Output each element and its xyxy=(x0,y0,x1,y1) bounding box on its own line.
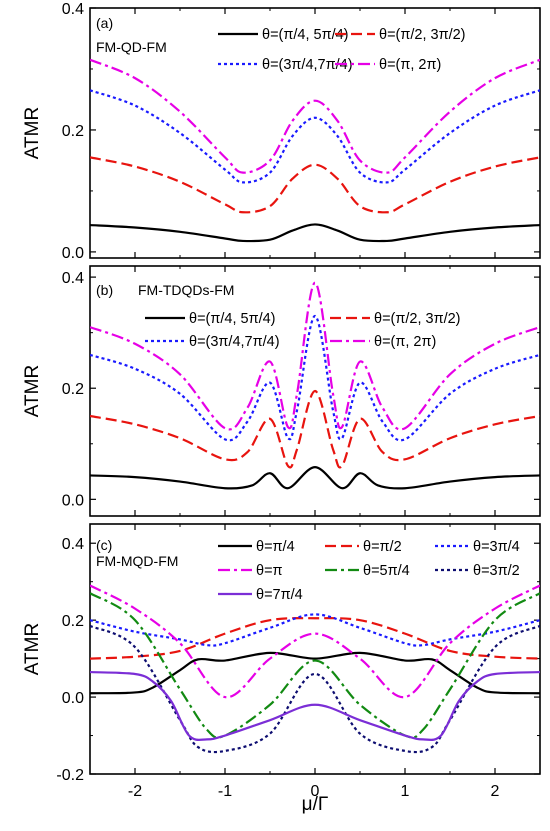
legend-entry: θ=(π, 2π) xyxy=(374,334,436,350)
series-line-3 xyxy=(90,58,540,174)
series-line-1 xyxy=(90,389,540,469)
y-tick-label: 0.0 xyxy=(62,245,84,262)
system-label: FM-MQD-FM xyxy=(96,553,178,569)
panel-label: (a) xyxy=(96,15,113,31)
system-label: FM-QD-FM xyxy=(96,39,167,55)
y-axis-title: ATMR xyxy=(22,623,43,675)
system-label: FM-TDQDs-FM xyxy=(138,282,234,298)
series-line-3 xyxy=(90,281,540,431)
legend-entry: θ=π xyxy=(256,563,283,579)
legend-entry: θ=(π/2, 3π/2) xyxy=(374,311,461,327)
legend-entry: θ=π/4 xyxy=(256,539,295,555)
legend: θ=π/4 θ=π/2 θ=3π/4 θ=π θ=5π/4 θ=3π/2 θ=7π/4 xyxy=(218,539,520,603)
panel-label: (c) xyxy=(96,537,112,553)
series-group xyxy=(90,58,540,243)
series-line-3 xyxy=(90,584,540,699)
y-tick-label: -0.2 xyxy=(56,767,84,784)
series-line-0 xyxy=(90,223,540,243)
x-tick-label: 1 xyxy=(401,783,410,800)
x-tick-label: 0 xyxy=(311,783,320,800)
y-tick-label: 0.2 xyxy=(62,123,84,140)
y-tick-label: 0.4 xyxy=(62,1,84,18)
y-tick-label: 0.2 xyxy=(62,381,84,398)
series-line-0 xyxy=(90,466,540,490)
y-axis-title: ATMR xyxy=(22,107,43,159)
series-line-2 xyxy=(90,314,540,442)
legend-entry: θ=(3π/4,7π/4) xyxy=(189,334,280,350)
legend-entry: θ=5π/4 xyxy=(363,563,410,579)
y-tick-label: 0.2 xyxy=(62,613,84,630)
y-tick-label: 0.4 xyxy=(62,536,84,553)
series-group xyxy=(90,584,540,754)
series-line-1 xyxy=(90,156,540,214)
legend-entry: θ=(3π/4,7π/4) xyxy=(262,57,353,73)
series-group xyxy=(90,281,540,490)
series-line-2 xyxy=(90,613,540,647)
legend-entry: θ=7π/4 xyxy=(256,587,303,603)
legend-entry: θ=3π/2 xyxy=(473,563,520,579)
x-tick-label: 2 xyxy=(491,783,500,800)
series-line-2 xyxy=(90,89,540,184)
x-axis-title: μ/Γ xyxy=(302,794,329,815)
legend-entry: θ=(π/4, 5π/4) xyxy=(189,311,276,327)
series-line-4 xyxy=(90,592,540,739)
legend-entry: θ=π/2 xyxy=(363,539,402,555)
legend-entry: θ=3π/4 xyxy=(473,539,520,555)
legend: θ=(π/4, 5π/4) θ=(π/2, 3π/2) θ=(3π/4,7π/4) θ… xyxy=(218,27,466,73)
y-tick-label: 0.0 xyxy=(62,492,84,509)
legend-entry: θ=(π/2, 3π/2) xyxy=(379,27,466,43)
legend: θ=(π/4, 5π/4) θ=(π/2, 3π/2) θ=(3π/4,7π/4) θ… xyxy=(145,311,461,350)
legend-entry: θ=(π/4, 5π/4) xyxy=(262,27,349,43)
series-line-1 xyxy=(90,617,540,660)
series-line-6 xyxy=(90,670,540,741)
x-tick-label: -2 xyxy=(128,783,142,800)
legend-entry: θ=(π, 2π) xyxy=(379,57,441,73)
y-tick-label: 0.0 xyxy=(62,690,84,707)
series-line-5 xyxy=(90,624,540,754)
panel-b: 0.0 0.2 0.4 ATMR (b) FM-TDQDs-FM θ=(π/4, 5π/4)… xyxy=(22,265,541,517)
series-line-0 xyxy=(90,651,540,695)
panel-label: (b) xyxy=(96,282,113,298)
y-tick-label: 0.4 xyxy=(62,270,84,287)
y-axis-title: ATMR xyxy=(22,365,43,417)
panel-c: -2 -1 0 1 2 -0.2 0.0 0.2 0.4 ATMR (c)FM-MQD-FM θ=π/… xyxy=(22,523,541,800)
x-tick-label: -1 xyxy=(218,783,232,800)
